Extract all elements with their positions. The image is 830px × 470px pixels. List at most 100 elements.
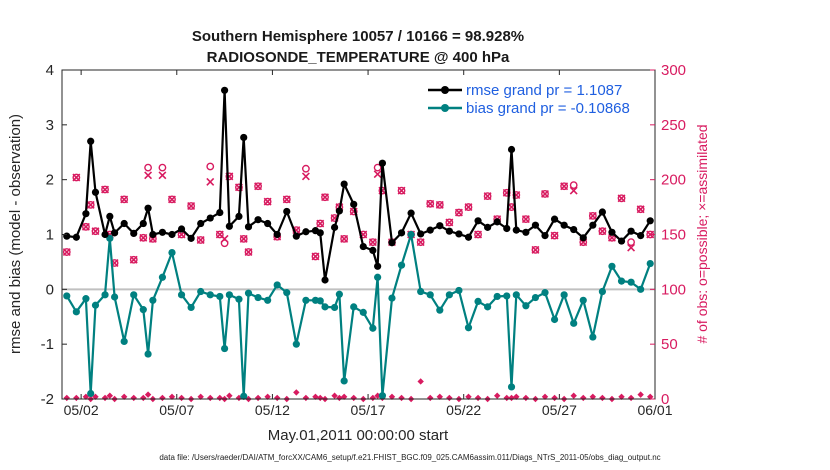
bias-point bbox=[72, 308, 80, 316]
obs-assimilated-stroke bbox=[598, 227, 607, 236]
obs-assimilated-stroke bbox=[316, 219, 325, 228]
rejected-count-marker bbox=[618, 393, 625, 401]
rejected-count-marker bbox=[580, 394, 587, 402]
rmse-point bbox=[484, 223, 492, 231]
obs-possible-marker bbox=[196, 236, 205, 244]
bias-point bbox=[493, 292, 501, 301]
rejected-count-marker bbox=[503, 394, 510, 402]
chart-subtitle: RADIOSONDE_TEMPERATURE @ 400 hPa bbox=[207, 49, 510, 66]
rmse-point bbox=[111, 229, 119, 237]
obs-assimilated-marker bbox=[521, 215, 530, 224]
bias-point bbox=[321, 303, 329, 311]
rejected-count-marker bbox=[130, 394, 137, 402]
rejected-count-marker bbox=[551, 394, 558, 402]
obs-possible-marker bbox=[636, 205, 645, 214]
obs-possible-marker bbox=[521, 215, 530, 224]
obs-possible-marker bbox=[340, 234, 349, 243]
obs-possible-marker bbox=[560, 182, 569, 191]
obs-assimilated-marker bbox=[254, 182, 263, 191]
obs-possible-marker bbox=[311, 252, 320, 261]
rmse-point bbox=[106, 212, 114, 221]
rejected-count-marker bbox=[493, 392, 501, 399]
obs-assimilated-stroke bbox=[62, 248, 71, 257]
bias-point bbox=[139, 306, 147, 314]
obs-assimilated-marker bbox=[244, 248, 253, 257]
bias-point bbox=[608, 262, 616, 270]
bias-point bbox=[550, 315, 559, 324]
obs-assimilated-marker bbox=[598, 227, 607, 236]
obs-possible-marker bbox=[187, 202, 196, 210]
legend: rmse grand pr = 1.1087 bias grand pr = -… bbox=[428, 82, 630, 117]
y-right-tick-label: 300 bbox=[661, 62, 686, 79]
rmse-point bbox=[264, 219, 272, 228]
rejected-count-marker bbox=[293, 389, 300, 396]
rejected-count-marker bbox=[92, 393, 99, 401]
rejected-count-marker bbox=[570, 392, 577, 399]
rmse-point bbox=[579, 234, 587, 242]
bias-point bbox=[197, 287, 205, 296]
obs-possible-marker bbox=[72, 173, 81, 182]
obs-assimilated-marker bbox=[282, 195, 291, 204]
rmse-point bbox=[120, 219, 128, 228]
bias-point bbox=[101, 291, 109, 299]
obs-possible-marker bbox=[91, 227, 100, 236]
rejected-count-marker bbox=[264, 393, 271, 401]
rejected-count-marker bbox=[120, 393, 128, 401]
obs-assimilated-marker bbox=[144, 171, 153, 180]
bias-point bbox=[302, 296, 310, 304]
obs-possible-marker bbox=[373, 163, 382, 172]
rmse-point bbox=[350, 200, 358, 208]
rmse-point bbox=[91, 188, 100, 196]
rejected-count-marker bbox=[465, 393, 472, 401]
rmse-point bbox=[225, 222, 233, 230]
obs-possible-marker bbox=[416, 238, 425, 247]
obs-assimilated-marker bbox=[560, 182, 569, 191]
rmse-point bbox=[283, 207, 291, 216]
y-tick-label: 3 bbox=[46, 117, 54, 134]
obs-possible-marker bbox=[455, 208, 463, 217]
rmse-point bbox=[503, 224, 511, 233]
obs-assimilated-marker bbox=[301, 172, 310, 181]
x-tick-label: 05/07 bbox=[159, 402, 194, 418]
obs-possible-marker bbox=[254, 182, 262, 191]
y-tick-label: 4 bbox=[46, 62, 54, 79]
y-axis-label: rmse and bias (model - observation) bbox=[7, 114, 24, 354]
obs-possible-marker bbox=[235, 183, 243, 192]
bias-point bbox=[158, 273, 167, 281]
rmse-point bbox=[627, 227, 635, 235]
bias-point bbox=[330, 303, 339, 312]
bias-point bbox=[111, 293, 119, 301]
obs-assimilated-stroke bbox=[144, 171, 153, 180]
bias-point bbox=[579, 296, 587, 304]
obs-assimilated-stroke bbox=[588, 211, 597, 220]
data-file-note: data file: /Users/raeder/DAI/ATM_forcXX/… bbox=[159, 453, 660, 462]
rmse-point bbox=[139, 219, 147, 228]
rejected-count-marker bbox=[207, 394, 214, 402]
y-tick-label: 2 bbox=[46, 172, 54, 189]
y-right-axis-label: # of obs: o=possible; ×=assimilated bbox=[694, 124, 710, 343]
bias-point bbox=[474, 297, 482, 305]
obs-possible-marker bbox=[263, 197, 272, 206]
rmse-point bbox=[340, 180, 348, 188]
obs-assimilated-marker bbox=[206, 177, 215, 186]
bias-point bbox=[335, 290, 343, 298]
rejected-count-marker bbox=[197, 393, 204, 401]
rmse-point bbox=[240, 133, 248, 142]
obs-possible-marker bbox=[282, 195, 291, 204]
obs-possible-marker bbox=[588, 211, 597, 220]
x-tick-label: 05/12 bbox=[255, 402, 290, 418]
obs-assimilated-stroke bbox=[311, 252, 320, 261]
obs-assimilated-stroke bbox=[301, 172, 310, 181]
rmse-point bbox=[235, 212, 243, 221]
rejected-count-marker bbox=[216, 394, 224, 402]
obs-possible-marker bbox=[220, 239, 229, 248]
rmse-point bbox=[330, 223, 339, 231]
rmse-point bbox=[292, 232, 300, 240]
rmse-point bbox=[570, 225, 578, 234]
rmse-point bbox=[608, 228, 616, 236]
obs-assimilated-marker bbox=[483, 192, 492, 201]
obs-possible-marker bbox=[120, 195, 129, 204]
obs-assimilated-stroke bbox=[373, 170, 382, 179]
rmse-point bbox=[388, 239, 396, 247]
y-right-tick-label: 0 bbox=[661, 391, 669, 408]
